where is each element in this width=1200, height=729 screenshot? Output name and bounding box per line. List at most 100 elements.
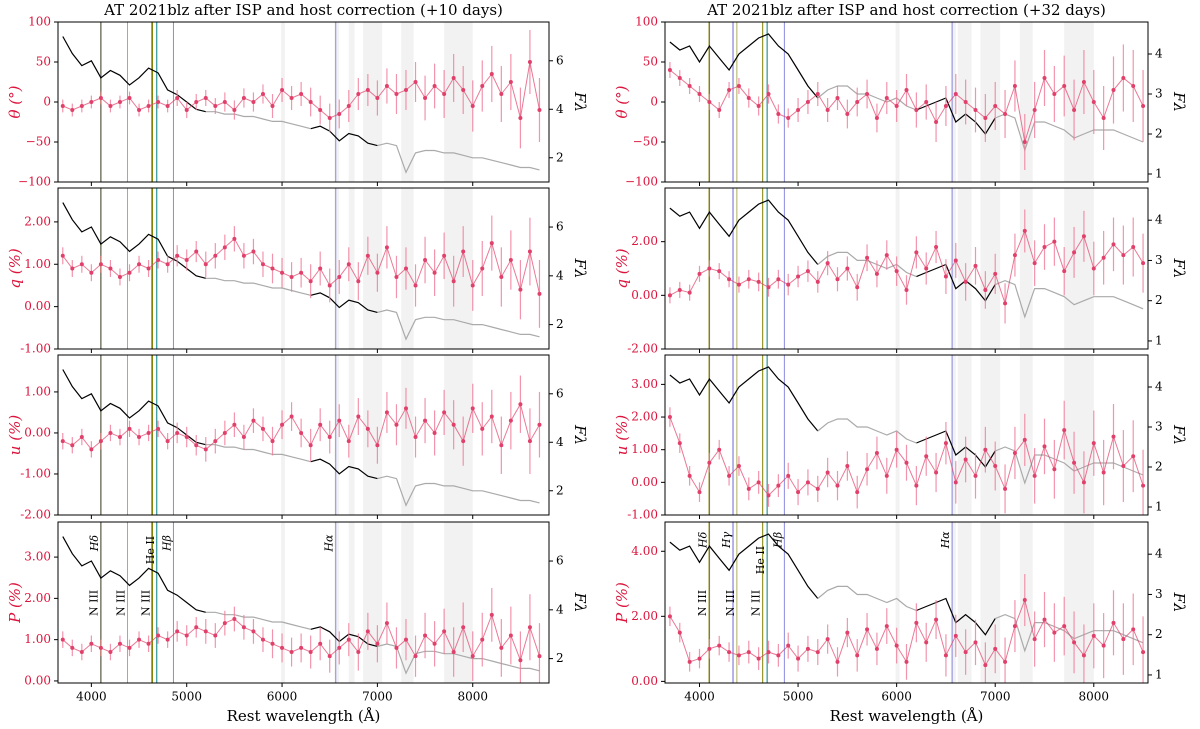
pol-point bbox=[855, 100, 860, 104]
pol-point bbox=[835, 277, 840, 282]
pol-point bbox=[746, 277, 751, 282]
pol-point bbox=[845, 464, 850, 469]
pol-point bbox=[156, 258, 161, 263]
pol-point bbox=[394, 274, 399, 279]
pol-point bbox=[904, 460, 909, 465]
y-tick-label: −100 bbox=[625, 175, 658, 189]
pol-point bbox=[1022, 437, 1027, 442]
pol-point bbox=[815, 279, 820, 284]
line-label: Hδ bbox=[697, 531, 710, 549]
pol-point bbox=[423, 633, 428, 638]
pol-point bbox=[194, 625, 199, 630]
x-tick-label: 8000 bbox=[457, 690, 488, 704]
x-axis-label: Rest wavelength (Å) bbox=[830, 707, 984, 725]
pol-point bbox=[98, 645, 103, 650]
y-tick-label: 2.00 bbox=[24, 214, 51, 228]
pol-point bbox=[375, 443, 380, 448]
pol-point bbox=[165, 439, 170, 444]
pol-point bbox=[1022, 228, 1027, 233]
x-tick-label: 6000 bbox=[267, 690, 298, 704]
y2-tick-label: 2 bbox=[556, 150, 564, 164]
pol-point bbox=[1032, 473, 1037, 478]
pol-point bbox=[874, 116, 879, 120]
pol-point bbox=[508, 258, 513, 263]
pol-point bbox=[175, 96, 180, 100]
pol-point bbox=[815, 650, 820, 655]
telluric-band bbox=[334, 22, 340, 182]
pol-point bbox=[884, 96, 889, 100]
telluric-band bbox=[334, 188, 340, 349]
pol-point bbox=[884, 624, 889, 629]
pol-point bbox=[451, 650, 456, 655]
pol-point bbox=[518, 658, 523, 663]
flux-line bbox=[205, 111, 540, 174]
pol-point bbox=[251, 418, 256, 423]
pol-point bbox=[1072, 460, 1077, 465]
pol-point bbox=[943, 653, 948, 658]
pol-point bbox=[241, 435, 246, 440]
pol-point bbox=[943, 104, 948, 108]
pol-point bbox=[1121, 76, 1126, 80]
pol-point bbox=[953, 258, 958, 263]
telluric-band bbox=[1064, 355, 1094, 515]
pol-point bbox=[146, 104, 151, 108]
pol-point bbox=[299, 430, 304, 435]
telluric-band bbox=[1019, 522, 1033, 683]
y2-tick-label: 6 bbox=[556, 53, 564, 67]
pol-point bbox=[117, 435, 122, 440]
y2-axis-label: Fλ bbox=[1170, 258, 1188, 279]
pol-point bbox=[137, 435, 142, 440]
pol-point bbox=[993, 271, 998, 276]
pol-point bbox=[260, 262, 265, 267]
pol-point bbox=[835, 483, 840, 488]
y-tick-label: 4.00 bbox=[631, 544, 658, 558]
pol-point bbox=[845, 112, 850, 116]
pol-point bbox=[717, 269, 722, 274]
pol-point bbox=[489, 414, 494, 419]
pol-point bbox=[184, 258, 189, 263]
pol-point bbox=[963, 279, 968, 284]
pol-point bbox=[537, 108, 542, 112]
pol-point bbox=[924, 454, 929, 459]
y-tick-label: −50 bbox=[26, 135, 51, 149]
flux-line bbox=[669, 366, 996, 469]
pol-point bbox=[973, 640, 978, 645]
telluric-band bbox=[348, 522, 355, 683]
pol-point bbox=[677, 76, 682, 80]
pol-point bbox=[953, 92, 958, 96]
pol-point bbox=[480, 637, 485, 642]
pol-point bbox=[874, 450, 879, 455]
pol-point bbox=[963, 457, 968, 462]
pol-point bbox=[717, 643, 722, 648]
pol-point bbox=[432, 430, 437, 435]
pol-point bbox=[241, 253, 246, 258]
pol-point bbox=[756, 480, 761, 485]
pol-point bbox=[184, 435, 189, 440]
pol-point bbox=[815, 486, 820, 491]
pol-point bbox=[1022, 140, 1027, 144]
pol-point bbox=[165, 262, 170, 267]
telluric-band bbox=[1019, 355, 1033, 515]
pol-point bbox=[156, 633, 161, 638]
pol-point bbox=[79, 435, 84, 440]
pol-point bbox=[251, 249, 256, 254]
x-axis-label: Rest wavelength (Å) bbox=[227, 707, 381, 725]
pol-point bbox=[1003, 301, 1008, 306]
pol-point bbox=[914, 108, 919, 112]
pol-point bbox=[442, 410, 447, 415]
pol-point bbox=[337, 274, 342, 279]
pol-point bbox=[213, 439, 218, 444]
telluric-band bbox=[444, 22, 473, 182]
pol-point bbox=[1072, 640, 1077, 645]
pol-point bbox=[384, 84, 389, 88]
pol-point bbox=[89, 447, 94, 452]
pol-point bbox=[260, 637, 265, 642]
pol-point bbox=[327, 283, 332, 288]
y-tick-label: 0.00 bbox=[631, 674, 658, 688]
pol-point bbox=[470, 104, 475, 108]
pol-point bbox=[697, 490, 702, 495]
pol-point bbox=[470, 283, 475, 288]
pol-point bbox=[346, 104, 351, 108]
pol-point bbox=[375, 96, 380, 100]
